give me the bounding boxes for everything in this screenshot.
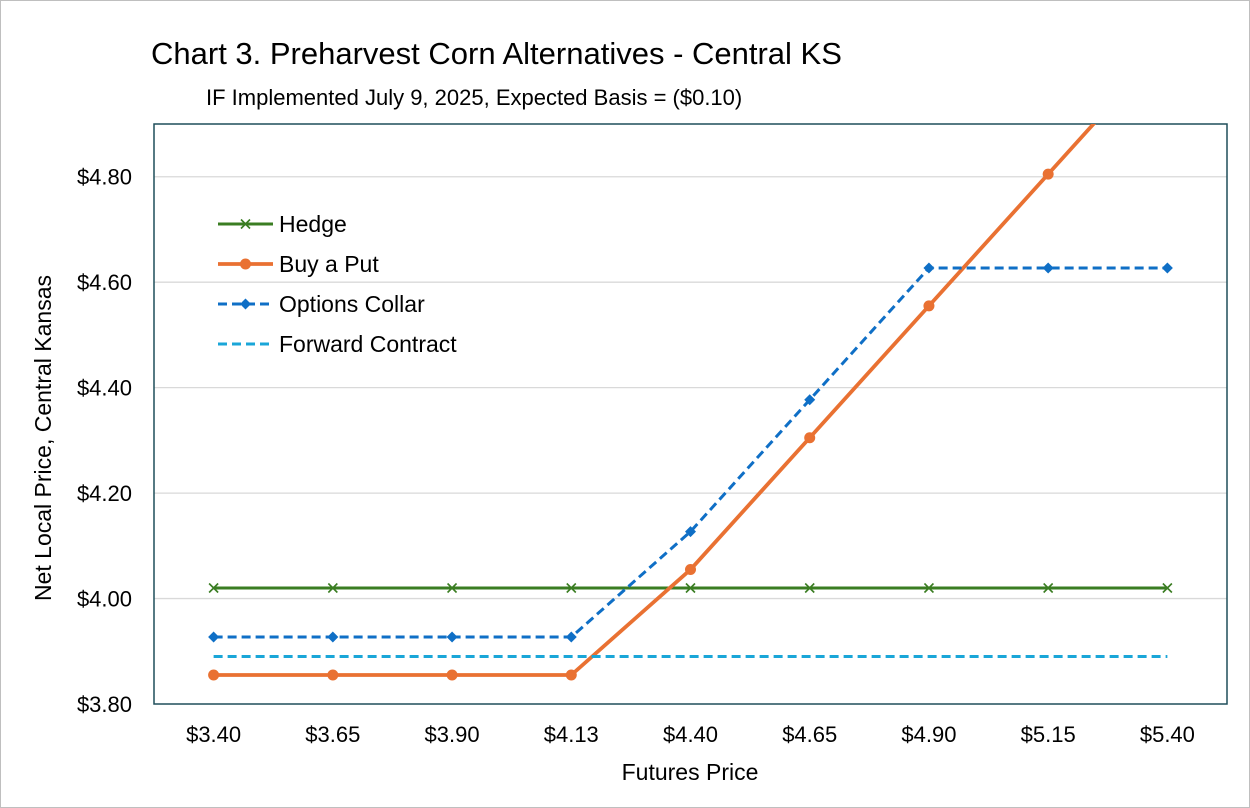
diamond-marker: [327, 631, 339, 643]
circle-marker: [685, 564, 696, 576]
x-axis: $3.40 $3.65 $3.90 $4.13 $4.40 $4.65 $4.90 $5.15…: [186, 722, 1195, 747]
legend-item: Forward Contract: [218, 331, 457, 357]
x-tick-label: $3.90: [425, 722, 480, 747]
x-marker: [1043, 582, 1054, 594]
circle-marker: [1042, 168, 1054, 180]
diamond-marker: [240, 298, 251, 310]
diamond-marker: [208, 631, 220, 643]
y-tick-label: $4.80: [77, 165, 132, 190]
y-axis: $3.80 $4.00 $4.20 $4.40 $4.60 $4.80: [77, 165, 132, 717]
diamond-marker: [804, 394, 816, 406]
series-hedge: [208, 582, 1173, 594]
diamond-marker: [446, 631, 458, 643]
legend-label: Options Collar: [279, 291, 425, 317]
legend-item: Buy a Put: [218, 251, 379, 277]
x-marker: [804, 582, 815, 594]
legend-item: Hedge: [218, 211, 347, 237]
legend-label: Buy a Put: [279, 251, 379, 277]
diamond-marker: [923, 262, 935, 274]
diamond-marker: [1042, 262, 1054, 274]
x-marker: [240, 218, 251, 230]
x-tick-label: $4.65: [782, 722, 837, 747]
chart-subtitle: IF Implemented July 9, 2025, Expected Ba…: [206, 85, 742, 110]
x-tick-label: $5.40: [1140, 722, 1195, 747]
x-tick-label: $5.15: [1021, 722, 1076, 747]
y-tick-label: $4.00: [77, 587, 132, 612]
x-tick-label: $4.90: [901, 722, 956, 747]
x-marker: [208, 582, 219, 594]
x-marker: [566, 582, 577, 594]
series-line: [213, 266, 1168, 639]
circle-marker: [208, 669, 220, 681]
circle-marker: [565, 669, 577, 681]
series-buy-a-put: [208, 37, 1173, 681]
series-layer: [208, 37, 1173, 681]
y-tick-label: $4.20: [77, 481, 132, 506]
x-tick-label: $3.40: [186, 722, 241, 747]
legend-label: Forward Contract: [279, 331, 457, 357]
x-axis-title: Futures Price: [622, 759, 759, 785]
diamond-marker: [685, 526, 696, 538]
y-tick-label: $4.60: [77, 270, 132, 295]
x-marker: [327, 582, 338, 594]
circle-marker: [804, 432, 816, 444]
plot-area: [153, 123, 1228, 705]
circle-marker: [446, 669, 458, 681]
x-marker: [1162, 582, 1173, 594]
circle-marker: [240, 258, 251, 270]
legend-label: Hedge: [279, 211, 347, 237]
y-axis-title: Net Local Price, Central Kansas: [30, 275, 56, 601]
x-tick-label: $4.13: [544, 722, 599, 747]
y-tick-label: $3.80: [77, 692, 132, 717]
legend-item: Options Collar: [218, 291, 425, 317]
x-marker: [446, 582, 458, 594]
series-line: [213, 124, 1097, 677]
circle-marker: [923, 300, 935, 312]
circle-marker: [1162, 37, 1173, 48]
legend: Hedge Buy a Put Options Collar Forward Cont…: [218, 211, 457, 357]
x-tick-label: $4.40: [663, 722, 718, 747]
circle-marker: [327, 669, 339, 681]
x-marker: [685, 582, 696, 594]
x-tick-label: $3.65: [305, 722, 360, 747]
diamond-marker: [1161, 262, 1173, 274]
y-tick-label: $4.40: [77, 376, 132, 401]
series-options-collar: [208, 262, 1173, 643]
x-marker: [923, 582, 935, 594]
chart-title: Chart 3. Preharvest Corn Alternatives - …: [151, 36, 842, 71]
diamond-marker: [565, 631, 577, 643]
gridlines: [154, 176, 1227, 600]
